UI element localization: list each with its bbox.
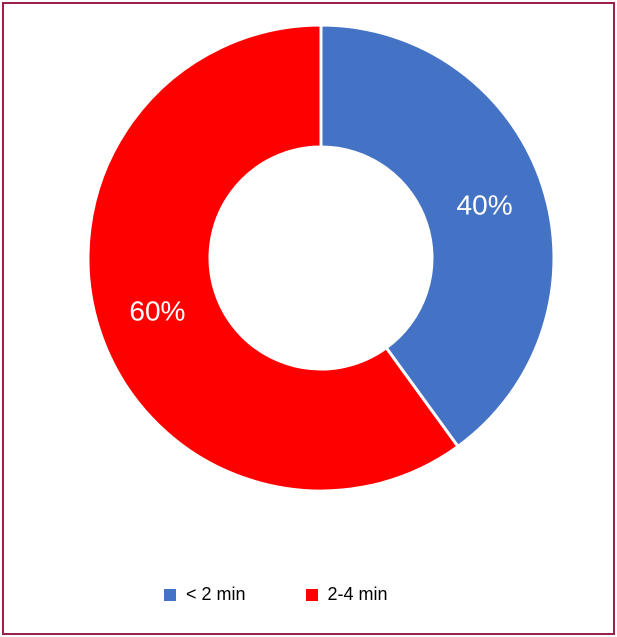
legend-swatch-2-4-min xyxy=(305,588,318,601)
donut-slice-1 xyxy=(86,23,461,493)
legend-item-2-4-min: 2-4 min xyxy=(305,584,388,605)
legend-label-lt-2-min: < 2 min xyxy=(186,584,246,604)
legend-label-2-4-min: 2-4 min xyxy=(327,584,388,604)
data-label-1: 60% xyxy=(129,296,185,327)
legend: < 2 min 2-4 min xyxy=(164,584,388,605)
data-label-0: 40% xyxy=(457,189,513,220)
legend-swatch-lt-2-min xyxy=(164,588,176,601)
donut-slices xyxy=(86,23,556,493)
legend-item-lt-2-min: < 2 min xyxy=(164,584,246,605)
donut-slice-0 xyxy=(319,23,556,449)
donut-data-labels: 40% 60% xyxy=(129,189,512,326)
